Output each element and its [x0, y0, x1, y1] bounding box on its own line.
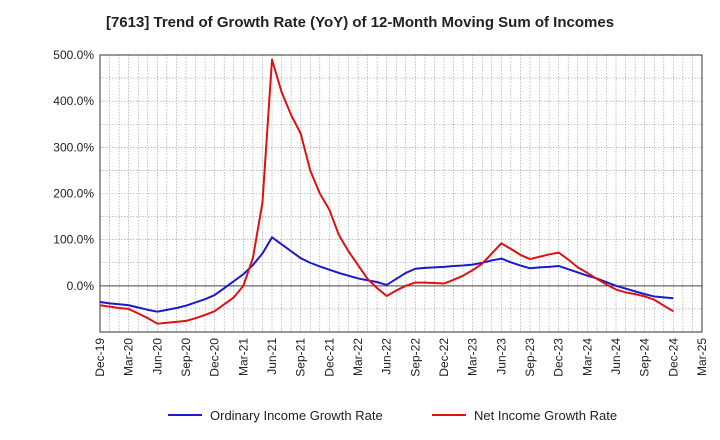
- y-tick-label: 400.0%: [53, 94, 94, 108]
- x-tick-label: Sep-22: [408, 338, 422, 377]
- x-tick-label: Mar-25: [695, 338, 709, 376]
- x-tick-label: Dec-22: [437, 338, 451, 377]
- y-tick-label: 300.0%: [53, 140, 94, 154]
- x-tick-label: Dec-24: [666, 338, 680, 377]
- y-tick-label: 500.0%: [53, 48, 94, 62]
- x-tick-label: Jun-24: [609, 338, 623, 375]
- x-tick-label: Dec-19: [93, 338, 107, 377]
- x-tick-label: Jun-23: [494, 338, 508, 375]
- x-tick-label: Mar-23: [466, 338, 480, 376]
- y-tick-label: 100.0%: [53, 233, 94, 247]
- x-tick-label: Dec-21: [322, 338, 336, 377]
- x-tick-label: Jun-20: [150, 338, 164, 375]
- legend-label: Ordinary Income Growth Rate: [210, 408, 383, 423]
- legend-label: Net Income Growth Rate: [474, 408, 617, 423]
- ordinary-income-line: [99, 236, 674, 313]
- x-tick-label: Sep-24: [638, 338, 652, 377]
- net-income-line: [99, 58, 674, 325]
- x-tick-label: Mar-21: [236, 338, 250, 376]
- x-tick-label: Jun-22: [380, 338, 394, 375]
- x-tick-label: Dec-23: [552, 338, 566, 377]
- x-tick-label: Mar-20: [122, 338, 136, 376]
- x-tick-label: Sep-20: [179, 338, 193, 377]
- x-tick-label: Dec-20: [208, 338, 222, 377]
- chart-title: [7613] Trend of Growth Rate (YoY) of 12-…: [105, 14, 615, 31]
- x-tick-label: Sep-23: [523, 338, 537, 377]
- y-tick-label: 200.0%: [53, 187, 94, 201]
- x-tick-label: Jun-21: [265, 338, 279, 375]
- x-tick-label: Sep-21: [294, 338, 308, 377]
- plot-border: [99, 54, 703, 333]
- y-tick-label: 0.0%: [67, 279, 95, 293]
- x-tick-label: Mar-22: [351, 338, 365, 376]
- x-tick-label: Mar-24: [580, 338, 594, 376]
